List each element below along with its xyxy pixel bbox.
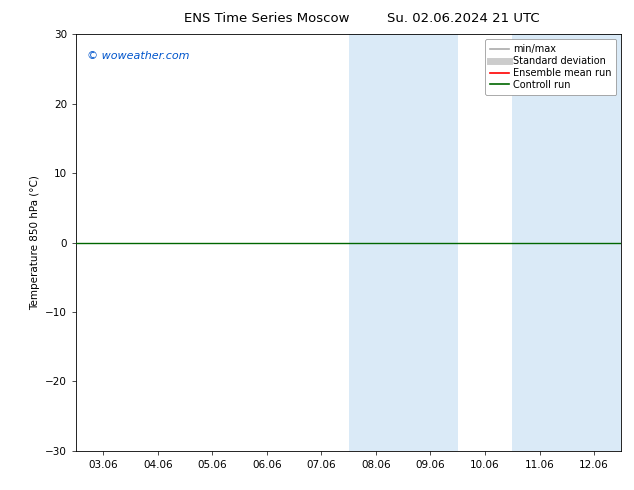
Legend: min/max, Standard deviation, Ensemble mean run, Controll run: min/max, Standard deviation, Ensemble me… (485, 39, 616, 95)
Text: © woweather.com: © woweather.com (87, 51, 190, 61)
Bar (567, 34, 621, 451)
Text: Su. 02.06.2024 21 UTC: Su. 02.06.2024 21 UTC (387, 12, 539, 25)
Bar (403, 34, 458, 451)
Bar (349, 34, 403, 451)
Bar (512, 34, 567, 451)
Y-axis label: Temperature 850 hPa (°C): Temperature 850 hPa (°C) (30, 175, 39, 310)
Text: ENS Time Series Moscow: ENS Time Series Moscow (183, 12, 349, 25)
